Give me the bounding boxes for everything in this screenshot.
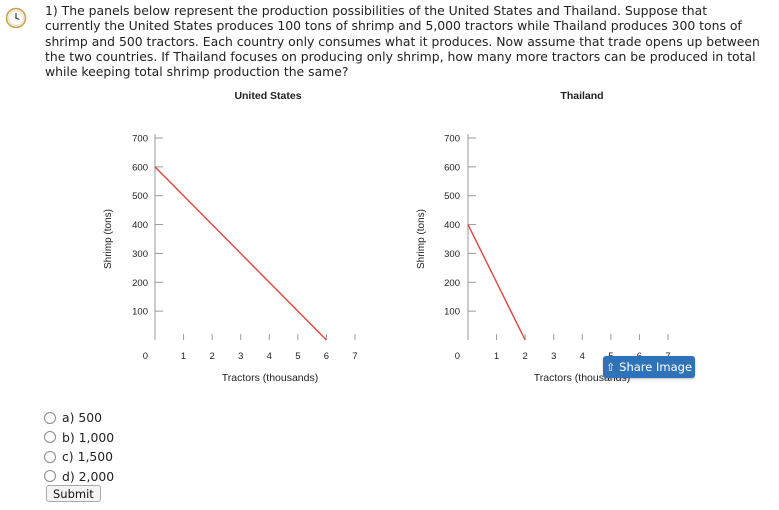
x-tick-label: 4 <box>580 351 585 362</box>
option-label: c) 1,500 <box>62 449 114 465</box>
y-tick-label: 700 <box>132 134 148 145</box>
y-tick-label: 400 <box>132 220 148 231</box>
option-label: a) 500 <box>62 410 103 426</box>
share-label: Share Image <box>619 360 693 374</box>
x-tick-label: 6 <box>324 351 329 362</box>
x-tick-label: 1 <box>181 351 186 362</box>
y-tick-label: 200 <box>444 278 460 289</box>
ppf-charts: United States 1 2 3 4 5 6 7 0 100 200 300 400 500 600 7… <box>103 90 671 384</box>
y-tick-label: 100 <box>444 307 460 318</box>
y-tick-label: 500 <box>444 191 460 202</box>
option-d[interactable]: d) 2,000 <box>44 467 114 487</box>
chart-title: Thailand <box>560 90 603 102</box>
radio-button[interactable] <box>44 431 56 444</box>
x-tick-label: 3 <box>551 351 556 362</box>
x-axis-label: Tractors (thousands) <box>222 372 318 384</box>
y-tick-label: 600 <box>132 162 148 173</box>
y-tick-label: 700 <box>444 134 460 145</box>
ppf-line <box>154 166 327 341</box>
y-tick-label: 400 <box>444 220 460 231</box>
x-tick-label: 3 <box>238 351 243 362</box>
y-tick-label: 500 <box>132 191 148 202</box>
y-tick-label: 100 <box>132 307 148 318</box>
x-tick-label: 2 <box>522 351 527 362</box>
share-image-button[interactable]: ⇧ Share Image <box>603 356 695 378</box>
radio-button[interactable] <box>44 450 56 463</box>
radio-button[interactable] <box>44 411 56 424</box>
y-axis-label: Shrimp (tons) <box>416 209 427 269</box>
y-tick-label: 300 <box>132 249 148 260</box>
share-icon: ⇧ <box>605 360 616 374</box>
x-tick-label: 7 <box>352 351 357 362</box>
x-tick-label: 4 <box>267 351 272 362</box>
y-tick-label: 0 <box>455 351 460 362</box>
radio-button[interactable] <box>44 470 56 483</box>
y-tick-label: 300 <box>444 249 460 260</box>
question-text: 1) The panels below represent the produc… <box>45 3 760 80</box>
submit-button[interactable]: Submit <box>46 485 101 502</box>
clock-icon <box>5 7 27 29</box>
x-tick-label: 2 <box>209 351 214 362</box>
option-c[interactable]: c) 1,500 <box>44 447 114 467</box>
y-tick-label: 0 <box>143 351 148 362</box>
option-label: d) 2,000 <box>62 468 115 484</box>
ppf-line <box>467 224 526 341</box>
option-label: b) 1,000 <box>62 429 115 445</box>
y-axis-label: Shrimp (tons) <box>103 209 114 269</box>
option-b[interactable]: b) 1,000 <box>44 428 114 448</box>
x-tick-label: 1 <box>494 351 499 362</box>
chart-title: United States <box>234 90 301 102</box>
y-tick-label: 600 <box>444 162 460 173</box>
option-a[interactable]: a) 500 <box>44 408 114 428</box>
y-tick-label: 200 <box>132 278 148 289</box>
x-tick-label: 5 <box>295 351 300 362</box>
answer-options: a) 500 b) 1,000 c) 1,500 d) 2,000 <box>44 408 114 486</box>
